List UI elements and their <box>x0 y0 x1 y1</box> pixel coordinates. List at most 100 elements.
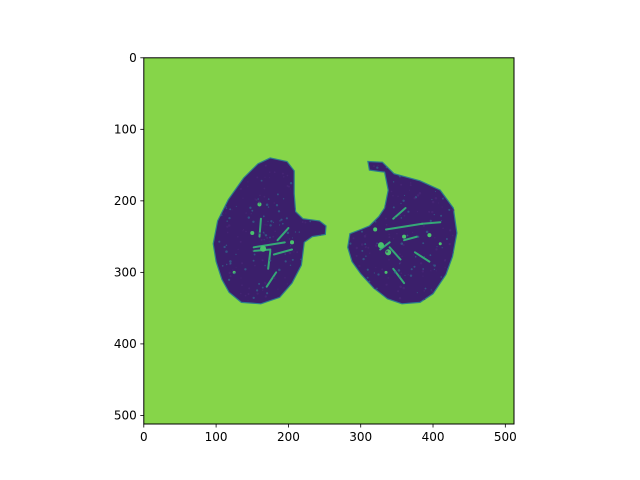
texture-speckle <box>422 275 424 277</box>
texture-speckle <box>451 209 455 212</box>
texture-speckle <box>362 257 365 261</box>
texture-speckle <box>409 182 412 184</box>
texture-speckle <box>291 237 294 239</box>
texture-speckle <box>398 253 401 256</box>
texture-speckle <box>275 204 279 207</box>
texture-speckle <box>260 179 263 182</box>
texture-speckle <box>434 190 437 192</box>
texture-speckle <box>257 198 259 200</box>
vessel-right-10 <box>388 246 402 261</box>
texture-speckle <box>364 243 367 246</box>
vessel-left-4 <box>276 227 290 242</box>
texture-speckle <box>264 234 268 237</box>
vessel-right-7 <box>385 222 424 231</box>
texture-speckle <box>233 272 236 275</box>
y-tick-label: 500 <box>114 409 137 423</box>
texture-speckle <box>451 251 454 254</box>
texture-speckle <box>247 216 251 219</box>
nodule-right-9 <box>384 270 388 274</box>
texture-speckle <box>278 268 281 272</box>
texture-speckle <box>417 235 420 238</box>
texture-speckle <box>264 164 267 167</box>
texture-speckle <box>398 175 402 178</box>
texture-speckle <box>252 220 255 224</box>
texture-speckle <box>374 221 377 223</box>
texture-speckle <box>242 230 244 232</box>
texture-speckle <box>399 261 402 264</box>
x-tick-label: 100 <box>205 430 228 444</box>
texture-speckle <box>363 234 367 238</box>
texture-speckle <box>272 235 275 238</box>
texture-speckle <box>366 276 369 279</box>
texture-speckle <box>264 281 266 284</box>
texture-speckle <box>365 233 367 235</box>
texture-speckle <box>409 184 412 187</box>
texture-speckle <box>385 223 388 226</box>
texture-speckle <box>258 203 260 205</box>
texture-speckle <box>443 259 447 262</box>
texture-speckle <box>225 244 228 246</box>
nodule-left-1 <box>250 231 255 236</box>
texture-speckle <box>286 174 289 177</box>
texture-speckle <box>244 294 247 297</box>
texture-speckle <box>262 215 265 218</box>
texture-speckle <box>256 292 259 295</box>
texture-speckle <box>435 248 438 251</box>
texture-speckle <box>264 295 268 298</box>
texture-speckle <box>285 217 288 220</box>
texture-speckle <box>293 251 295 253</box>
nodule-right-11 <box>373 227 378 232</box>
y-tick-label: 300 <box>114 266 137 280</box>
texture-speckle <box>364 246 367 249</box>
texture-speckle <box>277 210 281 213</box>
texture-speckle <box>294 208 296 210</box>
texture-speckle <box>220 214 223 217</box>
texture-speckle <box>268 171 271 173</box>
texture-speckle <box>228 216 231 220</box>
texture-speckle <box>290 245 292 247</box>
x-tick-label: 0 <box>140 430 148 444</box>
texture-speckle <box>403 214 406 217</box>
texture-speckle <box>260 238 263 241</box>
texture-speckle <box>431 198 433 201</box>
texture-speckle <box>229 275 232 278</box>
texture-speckle <box>402 199 405 202</box>
texture-speckle <box>444 266 446 269</box>
texture-speckle <box>424 287 427 290</box>
texture-speckle <box>264 224 266 226</box>
texture-speckle <box>433 264 436 267</box>
texture-speckle <box>430 270 432 272</box>
texture-speckle <box>407 210 410 213</box>
texture-speckle <box>231 209 233 211</box>
texture-speckle <box>435 270 437 272</box>
texture-speckle <box>367 246 370 249</box>
texture-speckle <box>289 260 291 262</box>
texture-speckle <box>375 244 378 247</box>
texture-speckle <box>225 207 228 210</box>
texture-speckle <box>263 233 265 235</box>
texture-speckle <box>268 259 272 262</box>
texture-speckle <box>392 238 395 240</box>
texture-speckle <box>286 231 290 235</box>
texture-speckle <box>284 260 287 263</box>
texture-speckle <box>264 264 266 267</box>
texture-speckle <box>258 200 261 203</box>
texture-speckle <box>413 265 416 268</box>
image-layer <box>212 157 458 305</box>
texture-speckle <box>377 164 379 166</box>
texture-speckle <box>388 236 391 239</box>
texture-speckle <box>282 175 285 178</box>
texture-speckle <box>296 251 299 254</box>
texture-speckle <box>366 268 369 271</box>
axes-frame <box>143 57 515 425</box>
texture-speckle <box>273 171 276 174</box>
nodule-left-3 <box>290 240 295 245</box>
texture-speckle <box>349 242 352 245</box>
texture-speckle <box>407 274 409 276</box>
vessel-left-3 <box>267 249 272 270</box>
texture-speckle <box>254 198 256 200</box>
vessel-right-9 <box>379 241 391 251</box>
texture-speckle <box>247 185 249 187</box>
texture-speckle <box>273 276 276 280</box>
texture-speckle <box>229 208 232 211</box>
